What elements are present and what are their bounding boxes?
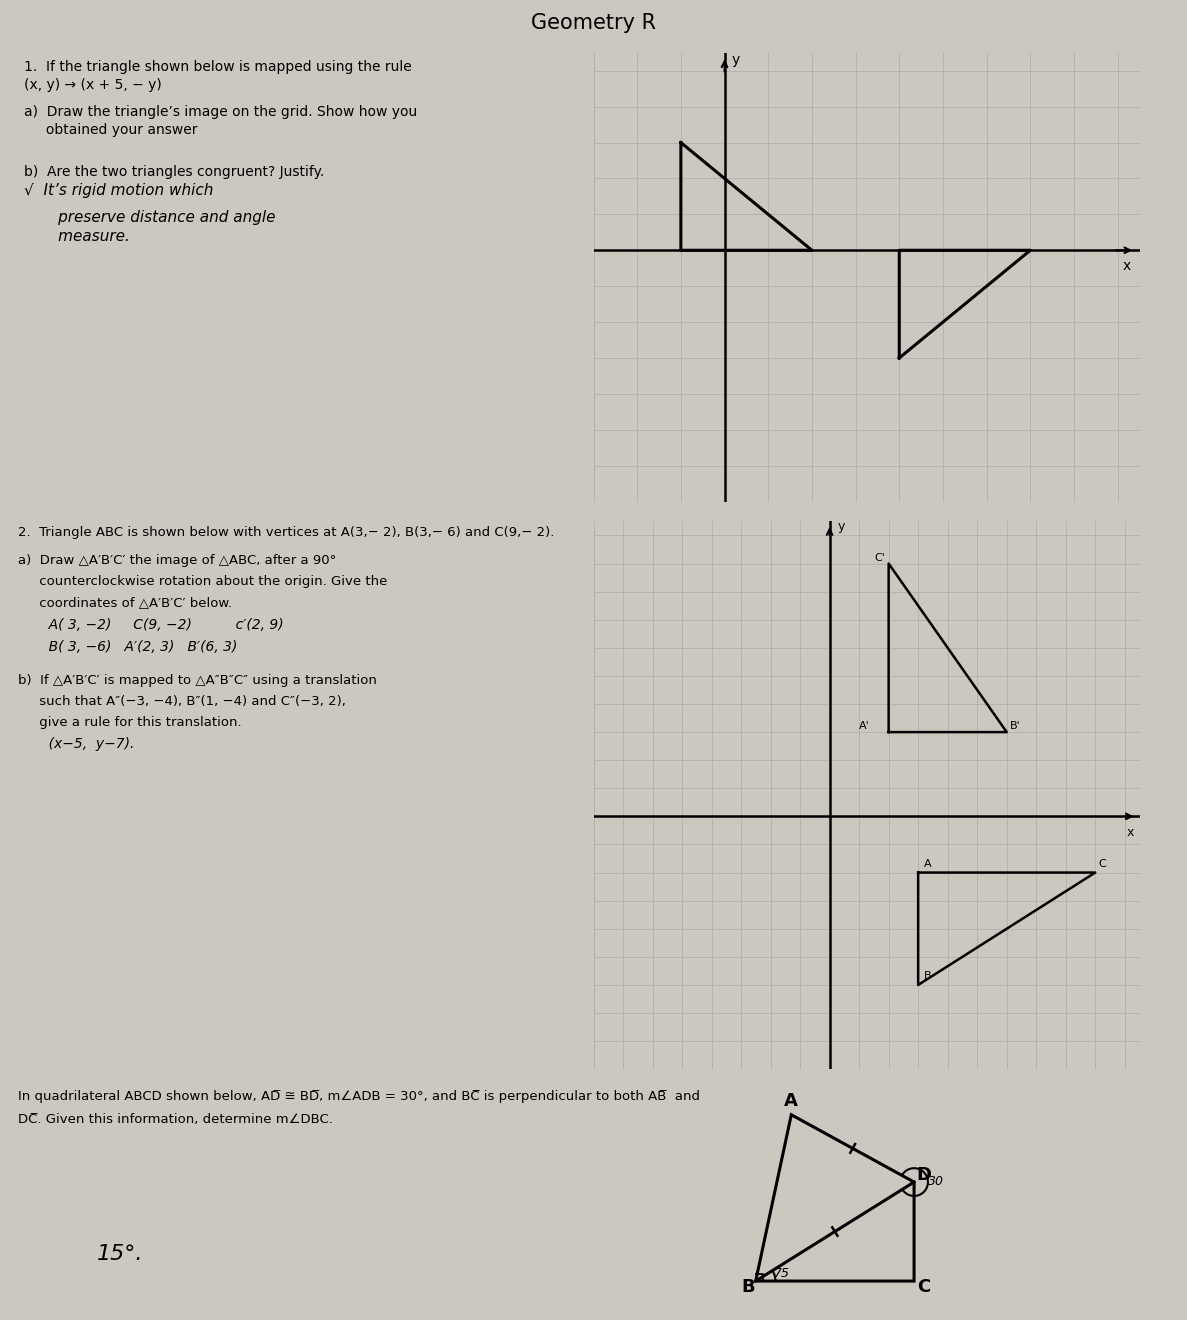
Text: coordinates of △A′B′C′ below.: coordinates of △A′B′C′ below. <box>18 597 231 610</box>
Text: y: y <box>838 520 845 533</box>
Text: A: A <box>785 1092 798 1110</box>
Text: y: y <box>731 53 740 66</box>
Text: b)  If △A′B′C′ is mapped to △A″B″C″ using a translation: b) If △A′B′C′ is mapped to △A″B″C″ using… <box>18 673 376 686</box>
Text: (x−5,  y−7).: (x−5, y−7). <box>18 738 134 751</box>
Text: D: D <box>916 1166 932 1184</box>
Text: A( 3, −2)     C(9, −2)          c′(2, 9): A( 3, −2) C(9, −2) c′(2, 9) <box>18 618 284 632</box>
Text: (x, y) → (x + 5, − y): (x, y) → (x + 5, − y) <box>24 78 161 92</box>
Text: B': B' <box>1010 721 1021 731</box>
Text: B: B <box>741 1278 755 1296</box>
Text: such that A″(−3, −4), B″(1, −4) and C″(−3, 2),: such that A″(−3, −4), B″(1, −4) and C″(−… <box>18 694 345 708</box>
Text: a)  Draw the triangle’s image on the grid. Show how you: a) Draw the triangle’s image on the grid… <box>24 106 417 119</box>
Text: counterclockwise rotation about the origin. Give the: counterclockwise rotation about the orig… <box>18 576 387 589</box>
Text: x: x <box>1122 259 1130 273</box>
Text: C: C <box>918 1278 931 1296</box>
Text: b)  Are the two triangles congruent? Justify.: b) Are the two triangles congruent? Just… <box>24 165 324 180</box>
Text: x: x <box>1126 826 1135 840</box>
Text: C: C <box>1098 859 1106 869</box>
Text: 15°.: 15°. <box>97 1243 144 1265</box>
Text: √  It’s rigid motion which: √ It’s rigid motion which <box>24 183 214 198</box>
Text: measure.: measure. <box>24 230 129 244</box>
Text: In quadrilateral ABCD shown below, AD̅ ≅ BD̅, m∠ADB = 30°, and BC̅ is perpendicu: In quadrilateral ABCD shown below, AD̅ ≅… <box>18 1089 699 1102</box>
Text: A': A' <box>859 721 870 731</box>
Text: A: A <box>923 859 932 869</box>
Text: C': C' <box>874 553 884 562</box>
Text: obtained your answer: obtained your answer <box>24 123 197 137</box>
Text: B: B <box>923 972 932 981</box>
Text: DC̅. Given this information, determine m∠DBC.: DC̅. Given this information, determine m… <box>18 1113 332 1126</box>
Text: 2.  Triangle ABC is shown below with vertices at A(3,− 2), B(3,− 6) and C(9,− 2): 2. Triangle ABC is shown below with vert… <box>18 525 554 539</box>
Text: 30: 30 <box>928 1175 944 1188</box>
Text: give a rule for this translation.: give a rule for this translation. <box>18 717 241 729</box>
Text: 75: 75 <box>774 1267 791 1280</box>
Text: a)  Draw △A′B′C′ the image of △ABC, after a 90°: a) Draw △A′B′C′ the image of △ABC, after… <box>18 554 336 568</box>
Text: B( 3, −6)   A′(2, 3)   B′(6, 3): B( 3, −6) A′(2, 3) B′(6, 3) <box>18 640 237 655</box>
Text: preserve distance and angle: preserve distance and angle <box>24 210 275 224</box>
Text: 1.  If the triangle shown below is mapped using the rule: 1. If the triangle shown below is mapped… <box>24 59 412 74</box>
Text: Geometry R: Geometry R <box>531 13 656 33</box>
